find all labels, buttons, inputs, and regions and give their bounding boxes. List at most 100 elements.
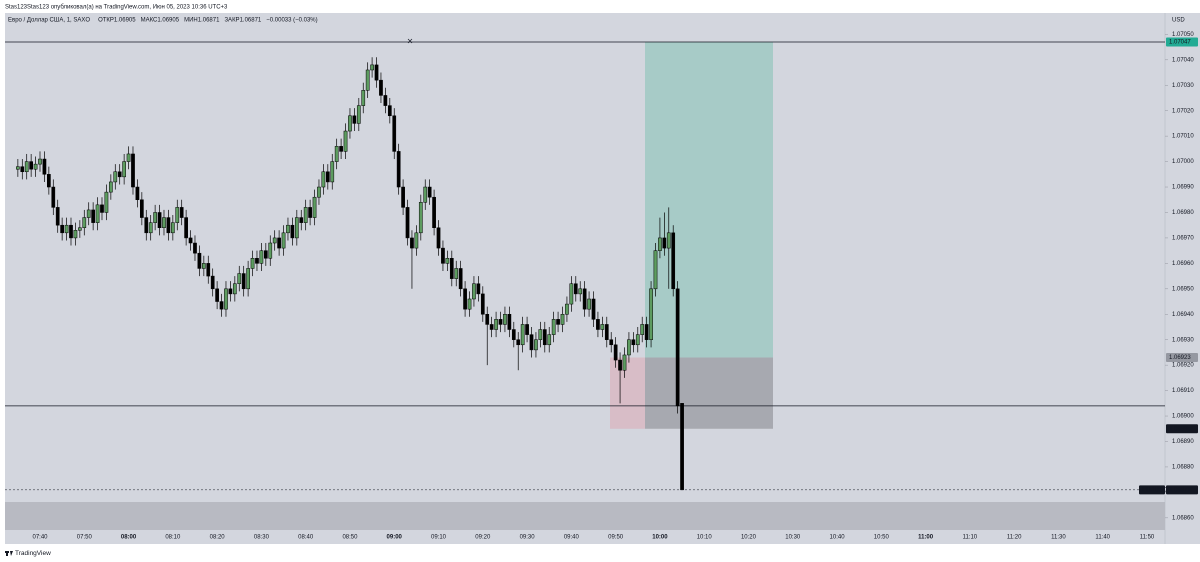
candle-body	[671, 232, 676, 290]
symbol-label: EURUSD	[1142, 487, 1168, 493]
ohlc-value: 1.06871	[198, 18, 220, 24]
candle-body	[104, 191, 109, 213]
candle-body	[498, 319, 503, 325]
candle-body	[356, 105, 361, 124]
candle-body	[352, 115, 357, 124]
candle-body	[170, 222, 175, 234]
candle-body	[525, 324, 529, 335]
candle-body	[653, 250, 658, 290]
ohlc-name: МИН	[184, 18, 198, 24]
candle-body	[131, 153, 135, 188]
candle-body	[188, 237, 193, 244]
candle-body	[241, 273, 246, 290]
x-tick-label: 11:20	[1007, 535, 1022, 541]
candle-body	[454, 268, 459, 279]
x-tick-label: 09:10	[431, 535, 447, 541]
candle-body	[649, 288, 653, 340]
x-tick-label: 08:20	[210, 535, 226, 541]
y-tick-label: 1.06980	[1172, 210, 1194, 216]
y-tick-label: 1.07030	[1172, 83, 1194, 89]
price-axis	[1165, 13, 1200, 530]
candle-body	[631, 339, 636, 346]
y-tick-label: 1.07000	[1172, 159, 1194, 165]
y-tick-label: 1.06950	[1172, 286, 1194, 292]
candle-body	[16, 166, 20, 170]
candle-body	[560, 314, 565, 325]
candle-body	[476, 283, 481, 295]
candle-body	[680, 403, 684, 491]
candle-body	[312, 196, 317, 218]
candle-body	[361, 90, 366, 106]
candle-body	[445, 258, 450, 264]
candle-body	[551, 319, 556, 335]
candle-body	[117, 171, 122, 178]
candle-body	[281, 232, 286, 249]
candle-body	[51, 186, 56, 208]
candle-body	[666, 232, 671, 249]
x-tick-label: 08:30	[254, 535, 270, 541]
candle-body	[55, 207, 60, 226]
tv-logo	[5, 551, 13, 556]
candle-body	[587, 298, 591, 310]
candle-body	[47, 174, 51, 188]
x-tick-label: 08:50	[342, 535, 358, 541]
candle-body	[24, 161, 29, 173]
change: −0.00033 (−0.03%)	[266, 18, 317, 24]
ohlc-value: 1.06905	[157, 18, 179, 24]
candle-body	[658, 237, 662, 251]
footer-brand: TradingView	[15, 550, 51, 557]
entry-zone	[610, 357, 645, 429]
candle-body	[148, 222, 153, 234]
symbol-label-box	[1139, 485, 1165, 495]
candle-body	[286, 224, 290, 234]
x-tick-label: 09:30	[520, 535, 536, 541]
candle-body	[215, 288, 219, 302]
candle-body	[175, 207, 180, 223]
candle-body	[255, 258, 259, 264]
candle-body	[449, 258, 454, 279]
candle-body	[609, 339, 614, 346]
candle-body	[529, 334, 534, 351]
candle-body	[542, 329, 547, 346]
candle-body	[418, 202, 423, 234]
candles	[16, 57, 684, 491]
candle-body	[246, 268, 250, 290]
x-tick-label: 10:40	[830, 535, 846, 541]
candle-body	[458, 268, 463, 290]
candle-body	[126, 153, 131, 162]
x-tick-label: 11:10	[963, 535, 978, 541]
candle-body	[494, 319, 498, 330]
candle-body	[135, 186, 140, 201]
candle-body	[520, 324, 525, 346]
candle-body	[441, 247, 445, 264]
candle-body	[317, 186, 321, 198]
candle-body	[184, 217, 188, 239]
y-tick-label: 1.06960	[1172, 261, 1194, 267]
candle-body	[635, 334, 640, 346]
y-tick-label: 1.06990	[1172, 185, 1194, 191]
symbol-title: Евро / Доллар США, 1, SAXO	[8, 18, 90, 24]
x-tick-label: 07:40	[32, 535, 48, 541]
x-tick-label: 09:00	[387, 535, 403, 541]
candle-body	[330, 161, 335, 183]
header-title: Stas123Stas123 опубликовал(а) на Trading…	[5, 5, 228, 11]
y-tick-label: 1.07050	[1172, 32, 1194, 38]
candle-body	[277, 237, 281, 249]
bottom-pane	[5, 502, 1165, 530]
candle-body	[272, 237, 277, 244]
candle-body	[627, 339, 631, 356]
candle-body	[618, 359, 622, 371]
candle-body	[210, 275, 215, 290]
candle-body	[64, 224, 69, 234]
candle-body	[197, 252, 202, 269]
ohlc-name: ЗАКР	[224, 18, 239, 24]
candle-body	[578, 288, 583, 295]
candle-body	[38, 158, 42, 165]
candle-body	[467, 298, 472, 310]
candle-body	[516, 339, 521, 346]
price-label-box	[1166, 485, 1198, 495]
candle-body	[237, 273, 242, 284]
candle-body	[263, 250, 268, 259]
candle-body	[365, 69, 370, 91]
